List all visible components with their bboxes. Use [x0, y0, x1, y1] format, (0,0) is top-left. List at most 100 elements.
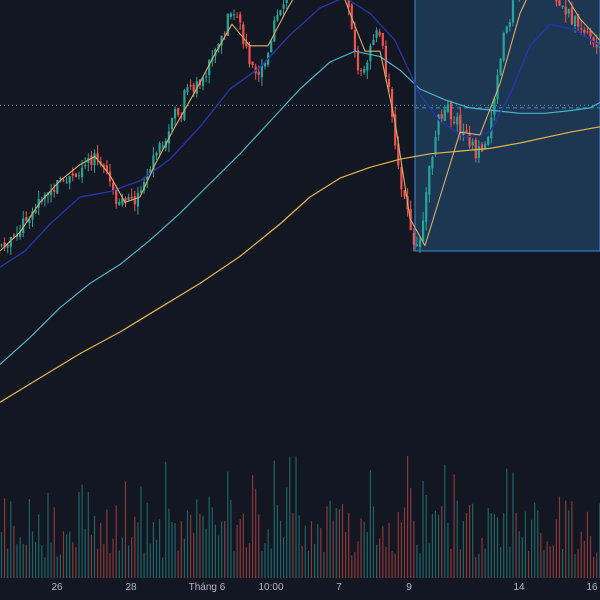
volume-bar	[59, 554, 61, 578]
volume-bar	[248, 543, 251, 578]
candle	[425, 186, 428, 231]
candle-body	[217, 43, 220, 49]
volume-bar	[81, 484, 83, 578]
volume-bar	[252, 475, 254, 578]
candle-body	[65, 182, 68, 184]
candle-body	[118, 201, 121, 206]
volume-bar	[50, 542, 52, 578]
volume-bar	[193, 532, 195, 578]
volume-bar	[469, 505, 471, 578]
volume-bar	[583, 540, 585, 578]
volume-bar	[137, 522, 139, 578]
candle-body	[205, 76, 208, 78]
candle-body	[59, 177, 62, 179]
candle	[378, 28, 381, 38]
candle	[471, 138, 474, 150]
candle-body	[208, 59, 211, 76]
volume-bar	[155, 539, 158, 578]
volume-bar	[428, 543, 430, 578]
volume-bar	[549, 546, 551, 578]
volume-bar	[230, 499, 232, 578]
candle	[499, 57, 502, 77]
volume-bar	[450, 548, 452, 578]
candle-body	[431, 156, 434, 169]
candle	[412, 227, 415, 252]
candle-body	[223, 33, 226, 35]
volume-bar	[577, 549, 579, 578]
candle-body	[499, 58, 502, 76]
candle-body	[170, 117, 174, 130]
candle	[586, 27, 589, 35]
volume-bar	[87, 492, 89, 578]
volume-bar	[0, 531, 3, 578]
candle-body	[226, 14, 229, 36]
candle-body	[468, 132, 471, 147]
volume-bar	[84, 528, 86, 578]
volume-bar	[10, 501, 12, 578]
candle	[477, 140, 480, 163]
candle-body	[363, 69, 366, 73]
volume-bar	[286, 487, 288, 578]
candle	[177, 107, 180, 118]
candle	[96, 144, 99, 166]
volume-bar	[159, 519, 161, 578]
candle	[133, 190, 136, 212]
candle	[183, 88, 186, 122]
volume-bar	[31, 531, 34, 578]
candle	[496, 69, 499, 104]
candle	[511, 0, 515, 27]
candle-body	[465, 130, 468, 133]
candle-body	[394, 114, 397, 146]
volume-bar	[509, 546, 511, 578]
candle-body	[192, 84, 195, 92]
volume-bar	[348, 512, 350, 578]
volume-bar	[25, 544, 27, 578]
candle-body	[477, 146, 480, 158]
candle-body	[236, 16, 239, 18]
candle-body	[456, 116, 459, 125]
candle-body	[496, 75, 499, 100]
candle-body	[567, 8, 570, 14]
candle-body	[6, 245, 9, 248]
volume-bar	[190, 514, 192, 578]
candle	[282, 0, 285, 17]
candle-body	[595, 42, 598, 48]
candle	[22, 210, 25, 238]
volume-bar	[332, 520, 334, 578]
candle	[3, 237, 6, 252]
volume-bar	[438, 514, 440, 578]
candle	[99, 156, 102, 167]
volume-bar	[112, 538, 114, 578]
candle-body	[577, 14, 580, 27]
x-axis: 26 28 Tháng 6 10:00 7 9 14 16	[51, 582, 598, 593]
candle-body	[84, 164, 87, 166]
volume-bar	[152, 522, 154, 578]
candle	[440, 109, 443, 124]
candle	[580, 20, 583, 36]
candle-body	[139, 190, 143, 193]
volume-bar	[103, 544, 105, 578]
volume-bar	[586, 511, 588, 578]
x-tick-label: 26	[51, 582, 63, 593]
candle	[77, 171, 81, 180]
volume-bar	[140, 486, 142, 578]
candle	[56, 179, 59, 195]
volume-bar	[75, 546, 77, 578]
volume-bar	[397, 512, 399, 578]
candle	[273, 16, 276, 43]
volume-bar	[481, 537, 483, 578]
candle	[84, 157, 87, 169]
candle-body	[372, 39, 375, 45]
volume-bar	[400, 522, 402, 578]
candle-body	[285, 0, 288, 3]
candle	[564, 0, 567, 23]
volume-bar	[589, 536, 592, 578]
volume-bar	[128, 545, 130, 578]
volume-bar	[255, 488, 257, 578]
volume-bar	[571, 501, 573, 578]
volume-bar	[394, 553, 396, 578]
candle	[25, 211, 28, 222]
candle	[347, 0, 350, 16]
